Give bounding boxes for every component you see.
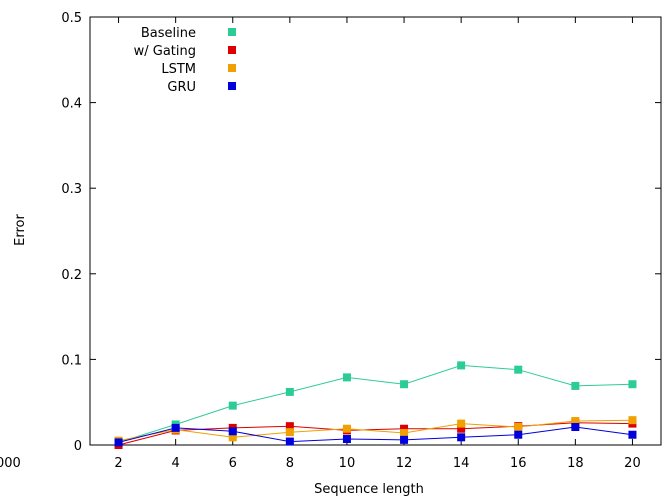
data-point bbox=[171, 423, 180, 432]
x-tick-label: 4 bbox=[172, 456, 180, 471]
series-line bbox=[118, 364, 633, 443]
y-axis-title: Error bbox=[13, 214, 28, 246]
data-point bbox=[285, 428, 294, 437]
y-tick-label: 0.5 bbox=[61, 11, 82, 26]
data-point bbox=[400, 435, 409, 444]
data-point bbox=[400, 429, 409, 438]
series-lstm bbox=[114, 416, 637, 445]
series bbox=[114, 361, 637, 449]
data-point bbox=[628, 380, 637, 389]
legend-swatch bbox=[228, 82, 236, 90]
series-gru bbox=[114, 423, 637, 447]
tick-labels: 0 0.1 0.2 0.3 0.4 0.5 2 4 6 8 10 12 14 16 18 20 000 bbox=[0, 11, 641, 471]
legend-swatch bbox=[228, 28, 236, 36]
data-point bbox=[342, 435, 351, 444]
y-tick-label: 0.2 bbox=[61, 268, 82, 283]
data-point bbox=[571, 423, 580, 432]
x-tick-label: 14 bbox=[453, 456, 470, 471]
data-point bbox=[400, 380, 409, 389]
x-axis-title: Sequence length bbox=[314, 482, 424, 497]
data-point bbox=[457, 419, 466, 428]
series-line bbox=[118, 426, 633, 443]
data-point bbox=[571, 381, 580, 390]
data-point bbox=[514, 430, 523, 439]
data-point bbox=[285, 387, 294, 396]
legend-label: Baseline bbox=[141, 26, 196, 41]
series-line bbox=[118, 419, 633, 442]
data-point bbox=[457, 361, 466, 370]
series-line bbox=[118, 422, 633, 446]
x-tick-label: 18 bbox=[567, 456, 584, 471]
y-tick-label: 0.4 bbox=[61, 97, 82, 112]
x-axis-min-label: 000 bbox=[0, 456, 21, 471]
series-baseline bbox=[114, 361, 637, 447]
data-point bbox=[457, 433, 466, 442]
legend-label: GRU bbox=[167, 80, 196, 95]
x-tick-label: 10 bbox=[339, 456, 356, 471]
x-tick-label: 2 bbox=[114, 456, 122, 471]
plot-frame bbox=[89, 16, 662, 446]
y-tick-label: 0.1 bbox=[61, 353, 82, 368]
data-point bbox=[285, 437, 294, 446]
data-point bbox=[571, 417, 580, 426]
x-tick-label: 8 bbox=[286, 456, 294, 471]
data-point bbox=[628, 430, 637, 439]
data-point bbox=[342, 424, 351, 433]
data-point bbox=[285, 422, 294, 431]
data-point bbox=[228, 401, 237, 410]
data-point bbox=[342, 373, 351, 382]
y-tick-label: 0.3 bbox=[61, 182, 82, 197]
data-point bbox=[228, 433, 237, 442]
legend-swatch bbox=[228, 64, 236, 72]
legend-label: w/ Gating bbox=[134, 44, 196, 59]
data-point bbox=[457, 424, 466, 433]
x-tick-label: 12 bbox=[396, 456, 413, 471]
data-point bbox=[514, 365, 523, 374]
data-point bbox=[228, 427, 237, 436]
data-point bbox=[114, 438, 123, 447]
data-point bbox=[628, 416, 637, 425]
data-point bbox=[514, 423, 523, 432]
legend-label: LSTM bbox=[161, 62, 196, 77]
data-point bbox=[400, 424, 409, 433]
x-tick-label: 6 bbox=[229, 456, 237, 471]
legend-swatch bbox=[228, 46, 236, 54]
x-tick-label: 16 bbox=[510, 456, 527, 471]
legend: Baseline w/ Gating LSTM GRU bbox=[134, 26, 236, 95]
y-tick-label: 0 bbox=[74, 439, 82, 454]
x-tick-label: 20 bbox=[624, 456, 641, 471]
